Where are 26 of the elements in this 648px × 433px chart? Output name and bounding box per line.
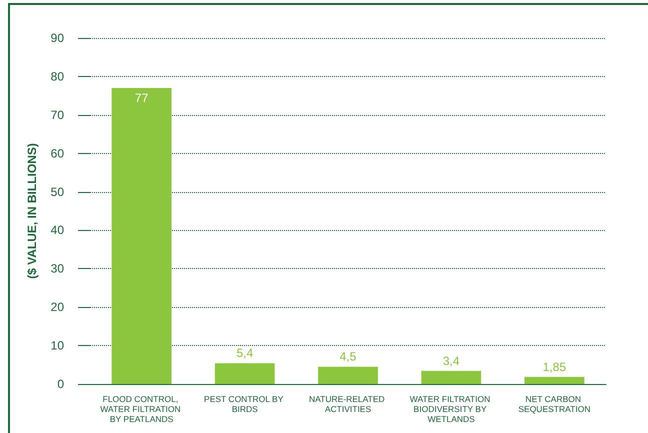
y-tick-label: 70 xyxy=(50,108,64,122)
x-tick-label: NATURE-RELATED ACTIVITIES xyxy=(308,394,388,414)
data-label: 3,4 xyxy=(442,354,460,368)
bar xyxy=(214,363,275,384)
x-tick-label: PEST CONTROL BY BIRDS xyxy=(204,394,286,414)
y-tick-label: 60 xyxy=(50,146,64,160)
bar xyxy=(421,370,482,384)
y-tick-label: 20 xyxy=(50,300,64,314)
y-tick-label: 10 xyxy=(50,338,64,353)
y-axis-title: ($ VALUE, IN BILLIONS) xyxy=(25,143,39,279)
bar xyxy=(524,376,584,384)
x-tick-label: WATER FILTRATION BIODIVERSITY BY WETLANDS xyxy=(410,394,493,424)
bar xyxy=(112,88,172,384)
y-tick-label: 80 xyxy=(50,69,64,84)
x-tick-label: FLOOD CONTROL, WATER FILTRATION BY PEATLANDS xyxy=(100,394,183,424)
x-tick-label: NET CARBON SEQUESTRATION xyxy=(518,394,590,414)
y-tick-label: 50 xyxy=(50,184,64,199)
data-label: 4,5 xyxy=(340,350,357,364)
y-tick-label: 40 xyxy=(50,223,64,238)
data-label: 77 xyxy=(134,90,149,105)
y-tick-label: 0 xyxy=(57,377,64,391)
data-label: 5,4 xyxy=(236,346,254,360)
bar xyxy=(318,366,378,384)
y-tick-label: 90 xyxy=(50,31,64,45)
y-tick-label: 30 xyxy=(50,262,64,276)
data-label: 1,85 xyxy=(542,360,566,374)
